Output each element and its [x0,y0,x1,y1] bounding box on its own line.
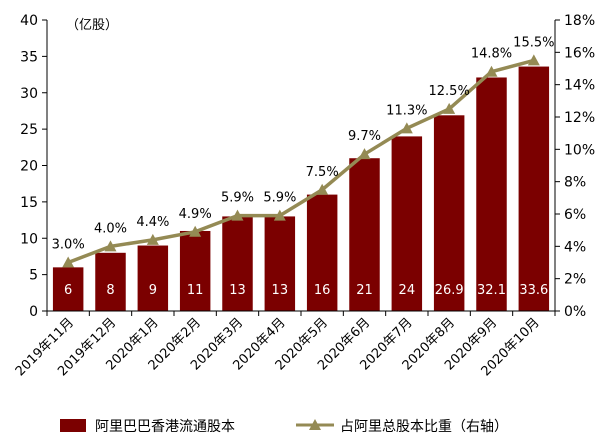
line-value-label: 12.5% [429,84,470,99]
line-value-label: 5.9% [263,191,296,206]
y-right-tick-label: 10% [564,142,595,158]
legend-triangle-marker [309,419,321,430]
line-value-label: 3.0% [52,238,85,253]
x-axis: 2019年11月2019年12月2020年1月2020年2月2020年3月202… [13,310,556,379]
y-right-tick-label: 16% [564,45,595,61]
line-point-marker [527,54,540,66]
y-left-tick-label: 0 [29,304,38,320]
line-value-label: 4.9% [179,207,212,222]
bar-value-label: 13 [272,283,289,298]
y-right-tick-label: 6% [564,207,586,223]
line-value-label: 15.5% [513,35,554,50]
y-right-tick-label: 0% [564,304,586,320]
y-left-tick-label: 35 [20,49,38,65]
bar [349,158,380,311]
bar-value-label: 32.1 [477,283,506,298]
legend-bar-swatch [60,419,86,432]
bar-value-label: 11 [187,283,204,298]
bar [137,245,169,311]
line-point-marker [400,122,413,134]
bar-value-label: 21 [356,283,373,298]
line-series: 3.0% 4.0% 4.4% 4.9% 5.9% 5.9% 7.5% 9.7% 11.3%12.… [52,35,554,268]
line-value-label: 4.0% [94,221,127,236]
line-value-label: 7.5% [306,165,339,180]
y-left-tick-label: 25 [20,122,38,138]
bar [518,66,550,311]
share-line [67,58,535,265]
bar-value-label: 8 [106,283,114,298]
legend-bar-label: 阿里巴巴香港流通股本 [95,419,235,435]
y-right-tick-label: 8% [564,175,586,191]
y-right-tick-label: 12% [564,110,595,126]
line-value-label: 11.3% [386,103,427,118]
bar-value-label: 33.6 [519,283,548,298]
bar [433,115,465,312]
y-axis-right: 0% 2% 4% 6% 8% 10% 12% 14% 16% 18% [554,13,595,320]
y-left-tick-label: 30 [20,86,38,102]
line-value-label: 4.4% [136,215,169,230]
y-left-tick-label: 40 [20,13,38,29]
bar-value-label: 24 [399,283,416,298]
bar-value-label: 13 [229,283,246,298]
line-point-marker [316,183,329,195]
line-value-label: 9.7% [348,129,381,144]
bar [391,136,423,311]
line-point-marker [358,148,371,160]
bar-value-label: 26.9 [435,283,464,298]
line-point-marker [189,225,202,237]
y-left-tick-label: 15 [20,195,38,211]
y-right-tick-label: 18% [564,13,595,29]
y-left-tick-label: 5 [29,268,38,284]
line-point-marker [273,209,286,221]
y-right-tick-label: 14% [564,78,595,94]
bar [306,194,338,311]
y-right-tick-label: 2% [564,272,586,288]
bar [95,252,126,311]
y-right-tick-label: 4% [564,239,586,255]
line-value-label: 14.8% [471,47,512,62]
y-left-tick-label: 20 [20,159,38,175]
bar-value-label: 6 [64,283,72,298]
legend-line-label: 占阿里总股本比重（右轴） [340,419,508,435]
line-point-marker [443,102,456,114]
y-axis-left: 0 5 10 15 20 25 30 35 40 [20,13,48,320]
y-left-tick-label: 10 [20,231,38,247]
line-point-marker [104,240,117,252]
line-point-marker [146,233,159,245]
bar [52,267,84,311]
line-point-marker [62,256,75,268]
bar [476,77,507,311]
bar [222,216,253,311]
bar [264,216,296,311]
bar [179,230,211,311]
legend: 阿里巴巴香港流通股本 占阿里总股本比重（右轴） [60,419,508,435]
bar-value-label: 16 [314,283,331,298]
y-axis-unit-label: （亿股） [66,18,118,33]
line-point-marker [485,65,498,77]
bar-series: 6 8 9 11 13 13 16 21 24 26.9 32.1 33.6 [52,66,550,312]
bar-value-label: 9 [149,283,157,298]
line-point-marker [231,209,244,221]
line-value-label: 5.9% [221,191,254,206]
